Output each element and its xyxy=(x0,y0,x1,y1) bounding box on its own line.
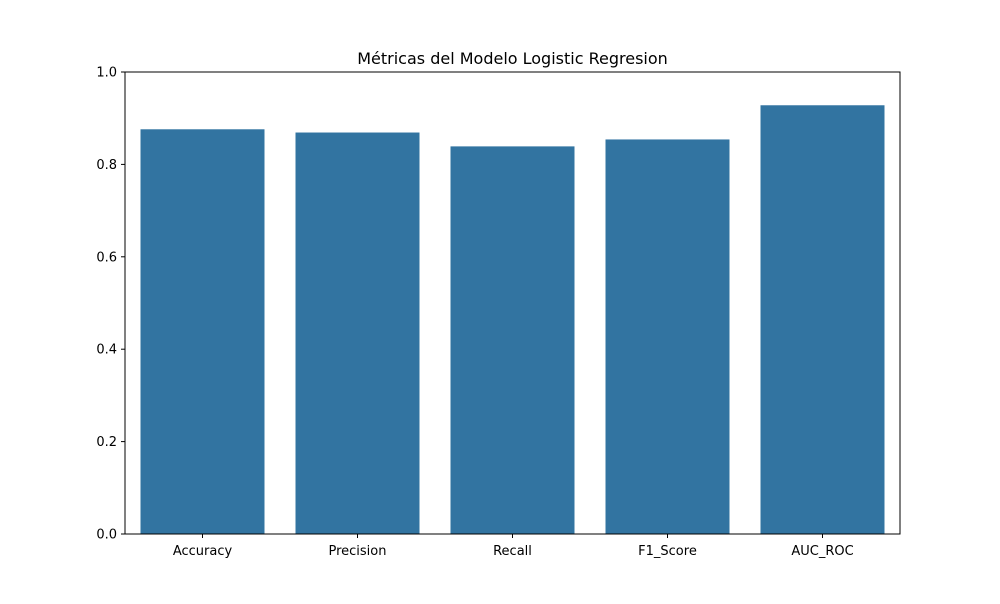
x-axis: Accuracy Precision Recall F1_Score AUC_ROC xyxy=(173,534,854,559)
y-tick-label: 0.8 xyxy=(96,158,117,173)
y-tick-label: 1.0 xyxy=(96,66,117,81)
bars-layer xyxy=(140,105,885,534)
y-tick-label: 0.6 xyxy=(96,250,117,265)
y-tick-label: 0.0 xyxy=(96,528,117,543)
y-tick-label: 0.4 xyxy=(96,343,117,358)
chart-title: Métricas del Modelo Logistic Regresion xyxy=(357,49,668,68)
x-tick-label: Precision xyxy=(328,544,386,559)
bar-f1-score xyxy=(605,139,730,534)
x-tick-label: Recall xyxy=(493,544,532,559)
plot-frame xyxy=(124,71,901,535)
x-tick-label: AUC_ROC xyxy=(791,544,853,559)
bar-accuracy xyxy=(140,129,265,534)
bar-auc-roc xyxy=(760,105,885,534)
x-tick-label: Accuracy xyxy=(173,544,233,559)
y-axis: 0.0 0.2 0.4 0.6 0.8 1.0 xyxy=(96,66,125,543)
y-tick-label: 0.2 xyxy=(96,435,117,450)
x-tick-label: F1_Score xyxy=(638,544,697,559)
bar-recall xyxy=(450,146,575,534)
bar-precision xyxy=(295,132,420,534)
